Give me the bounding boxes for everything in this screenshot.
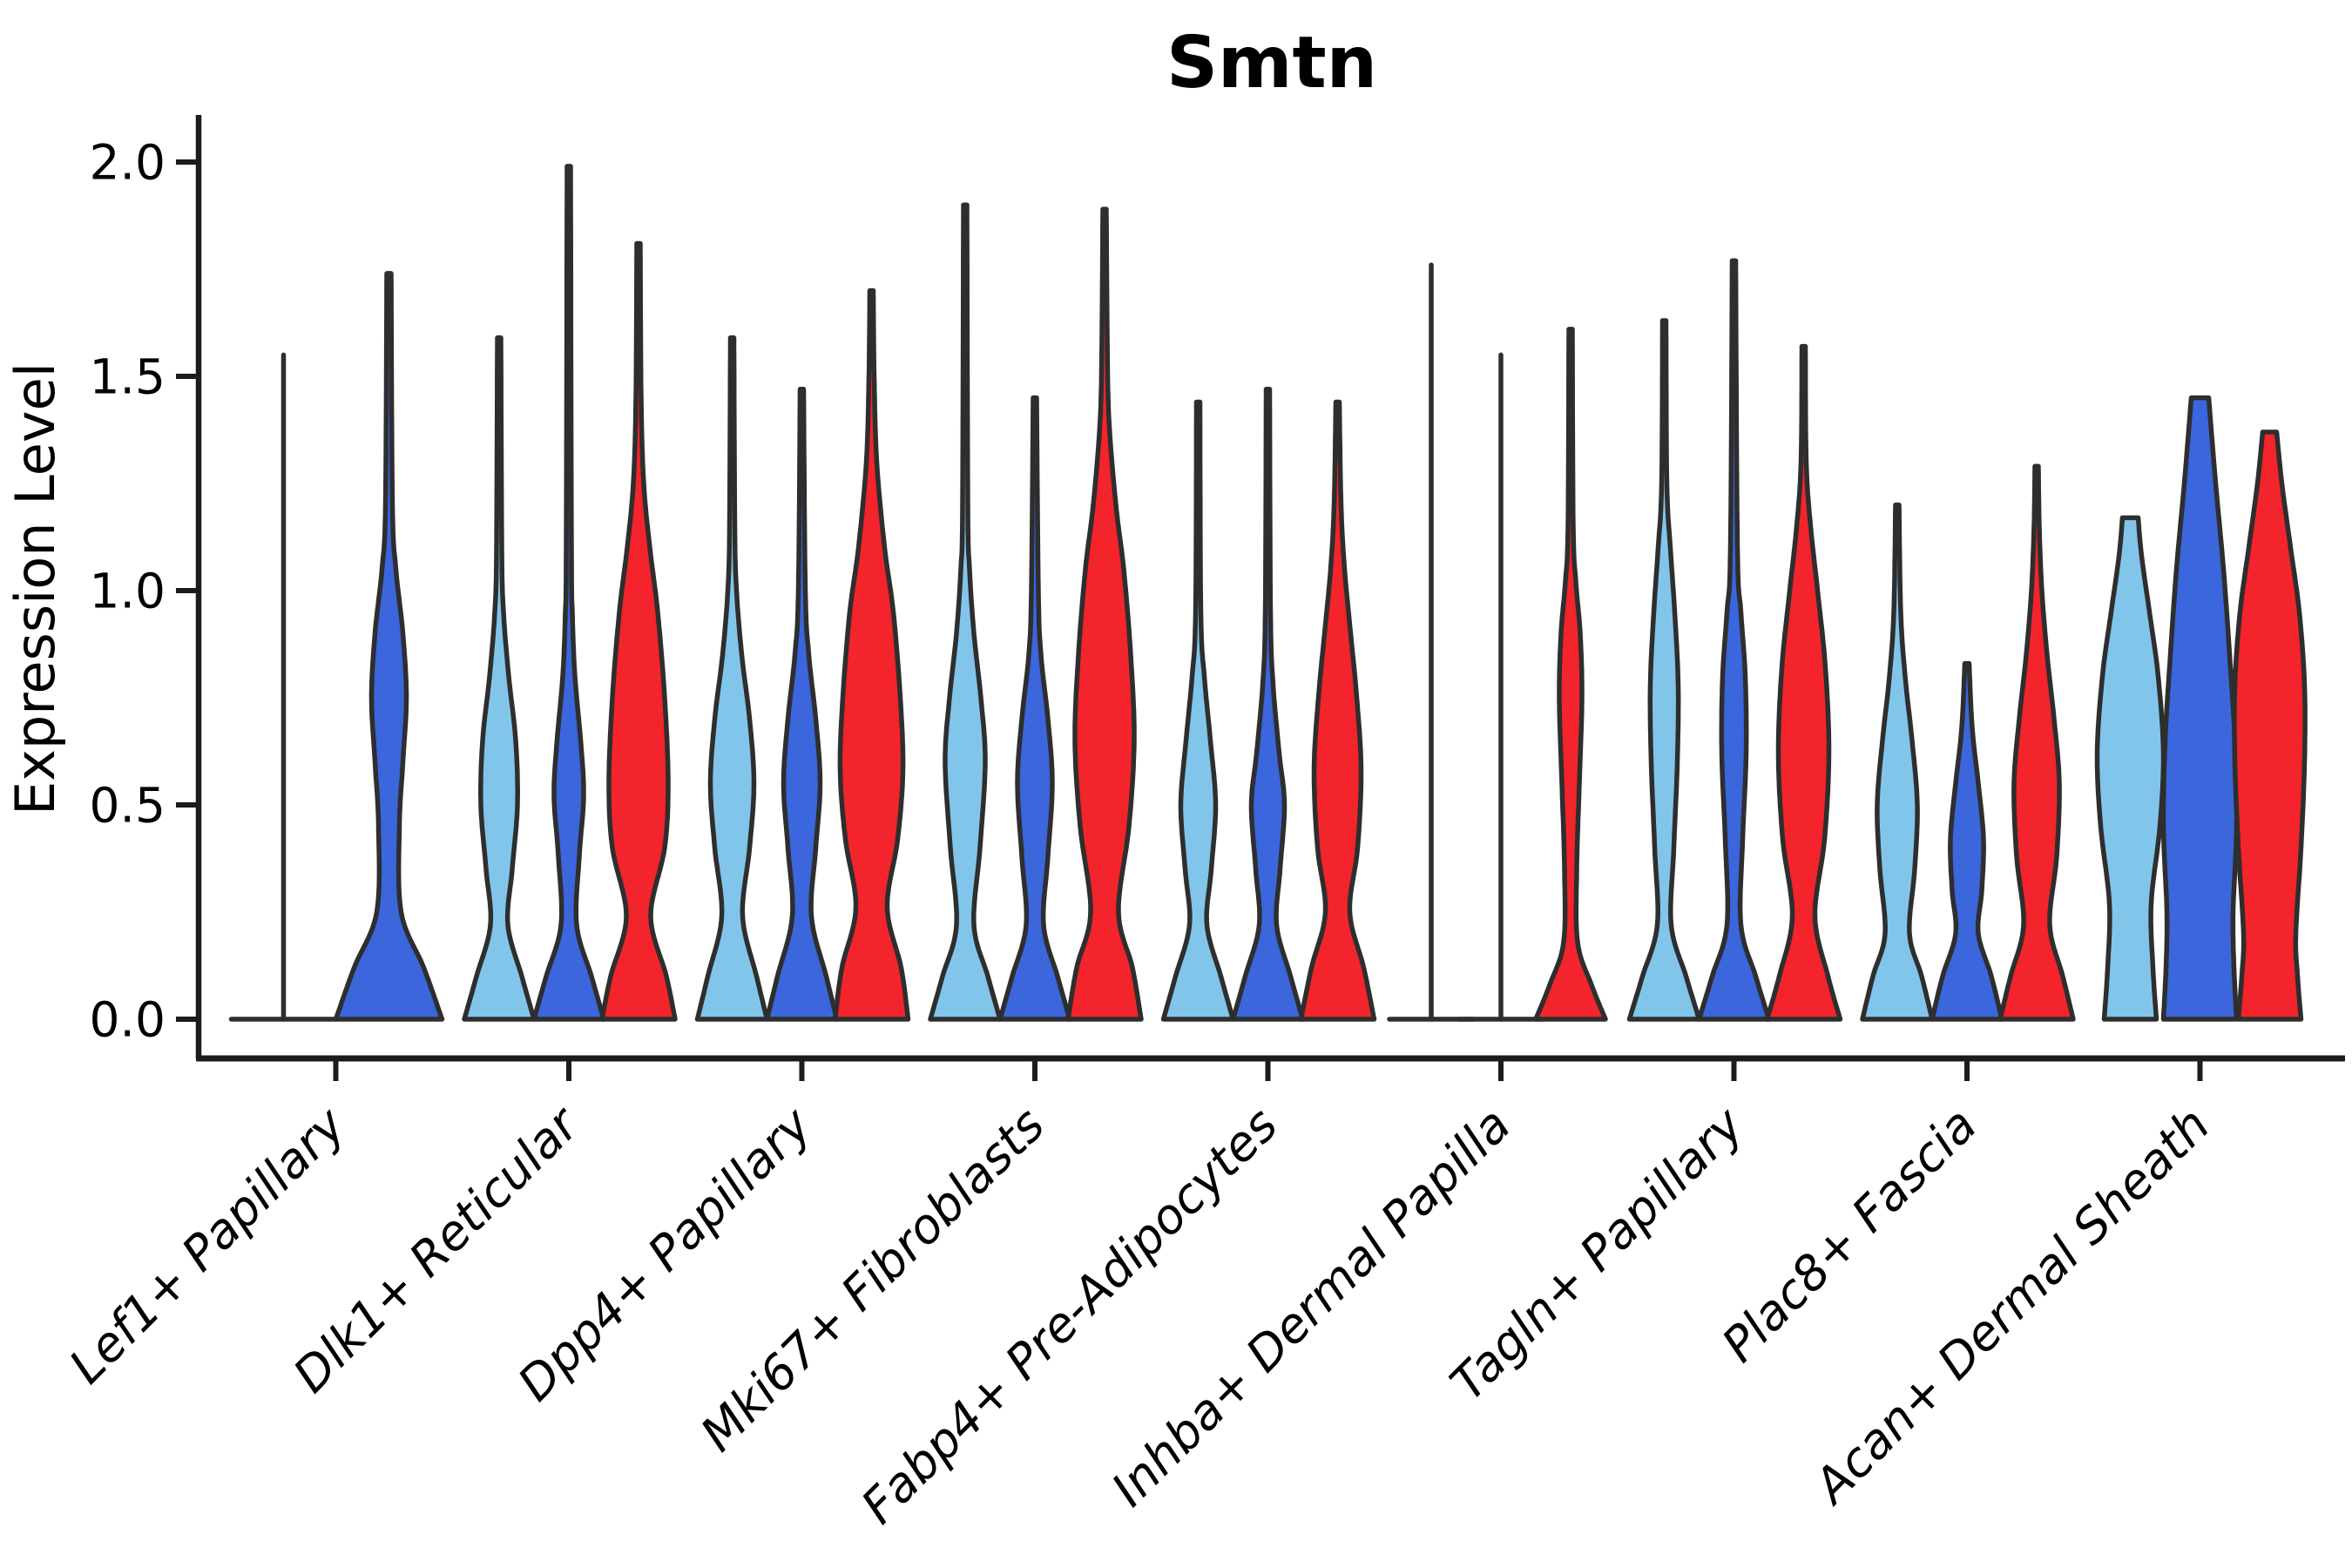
- violin-8-dark_blue: [2160, 395, 2240, 1022]
- violin-8-light_blue: [2094, 515, 2166, 1022]
- violin-7-red: [1997, 463, 2076, 1022]
- x-tick-label: Fabp4+ Pre-Adipocytes: [850, 1097, 1288, 1534]
- violin-7-light_blue: [1860, 502, 1935, 1022]
- violin-4-light_blue: [1160, 399, 1236, 1022]
- x-tick-label: Acan+ Dermal Sheath: [1801, 1097, 2220, 1516]
- chart-title: Smtn: [1166, 22, 1377, 105]
- violin-2-red: [832, 287, 911, 1022]
- violin-2-dark_blue: [764, 387, 840, 1022]
- violin-1-red: [599, 240, 678, 1022]
- violin-5-red: [1533, 327, 1608, 1022]
- violin-7-dark_blue: [1930, 660, 2004, 1022]
- violin-6-light_blue: [1626, 318, 1702, 1022]
- y-tick-label: 1.5: [90, 348, 166, 404]
- violin-6-dark_blue: [1696, 258, 1772, 1022]
- violin-3-dark_blue: [997, 395, 1072, 1022]
- violins-layer: [228, 164, 2308, 1022]
- violin-4-dark_blue: [1230, 387, 1306, 1022]
- violin-6-red: [1764, 343, 1843, 1022]
- violin-8-red: [2232, 429, 2308, 1022]
- violin-1-dark_blue: [531, 164, 606, 1022]
- violin-3-light_blue: [928, 202, 1003, 1022]
- y-tick-label: 0.0: [90, 991, 166, 1047]
- y-axis-label: Expression Level: [3, 362, 67, 815]
- y-tick-label: 2.0: [90, 134, 166, 190]
- x-tick-label: Inhba+ Dermal Papilla: [1101, 1097, 1521, 1517]
- violin-2-light_blue: [694, 335, 770, 1022]
- violin-0-dark_blue: [333, 271, 445, 1022]
- y-tick-label: 0.5: [90, 777, 166, 833]
- violin-4-red: [1298, 399, 1377, 1022]
- violin-1-light_blue: [462, 335, 537, 1022]
- violin-3-red: [1065, 206, 1144, 1022]
- y-tick-label: 1.0: [90, 563, 166, 618]
